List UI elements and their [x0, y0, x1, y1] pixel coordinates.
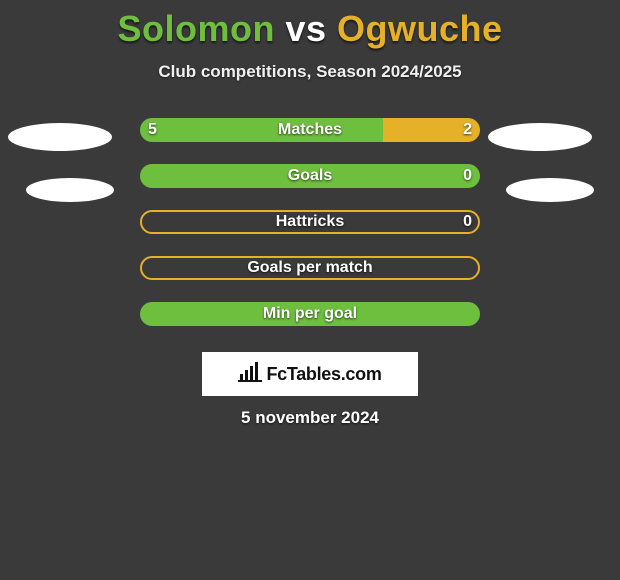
stat-value-right: 2: [463, 116, 472, 144]
subtitle: Club competitions, Season 2024/2025: [0, 62, 620, 82]
stats-rows: Matches52Goals0Hattricks0Goals per match…: [0, 116, 620, 346]
bar-left: [140, 164, 480, 188]
stat-row: Matches52: [0, 116, 620, 144]
watermark: FcTables.com: [202, 352, 418, 396]
stat-row: Hattricks0: [0, 208, 620, 236]
bar-left: [140, 118, 383, 142]
bar-track: [140, 302, 480, 326]
bar-track: [140, 256, 480, 280]
player2-name: Ogwuche: [337, 8, 503, 49]
stat-row: Goals per match: [0, 254, 620, 282]
bar-left: [140, 302, 480, 326]
stat-row: Goals0: [0, 162, 620, 190]
watermark-text: FcTables.com: [266, 364, 381, 385]
bar-chart-icon: [238, 362, 262, 387]
bar-track: [140, 210, 480, 234]
date-text: 5 november 2024: [0, 408, 620, 428]
stat-value-right: 0: [463, 208, 472, 236]
page-title: Solomon vs Ogwuche: [0, 0, 620, 50]
stat-value-right: 0: [463, 162, 472, 190]
bar-track: [140, 118, 480, 142]
bar-track: [140, 164, 480, 188]
player1-name: Solomon: [117, 8, 274, 49]
stat-row: Min per goal: [0, 300, 620, 328]
vs-text: vs: [285, 8, 326, 49]
stat-value-left: 5: [148, 116, 157, 144]
